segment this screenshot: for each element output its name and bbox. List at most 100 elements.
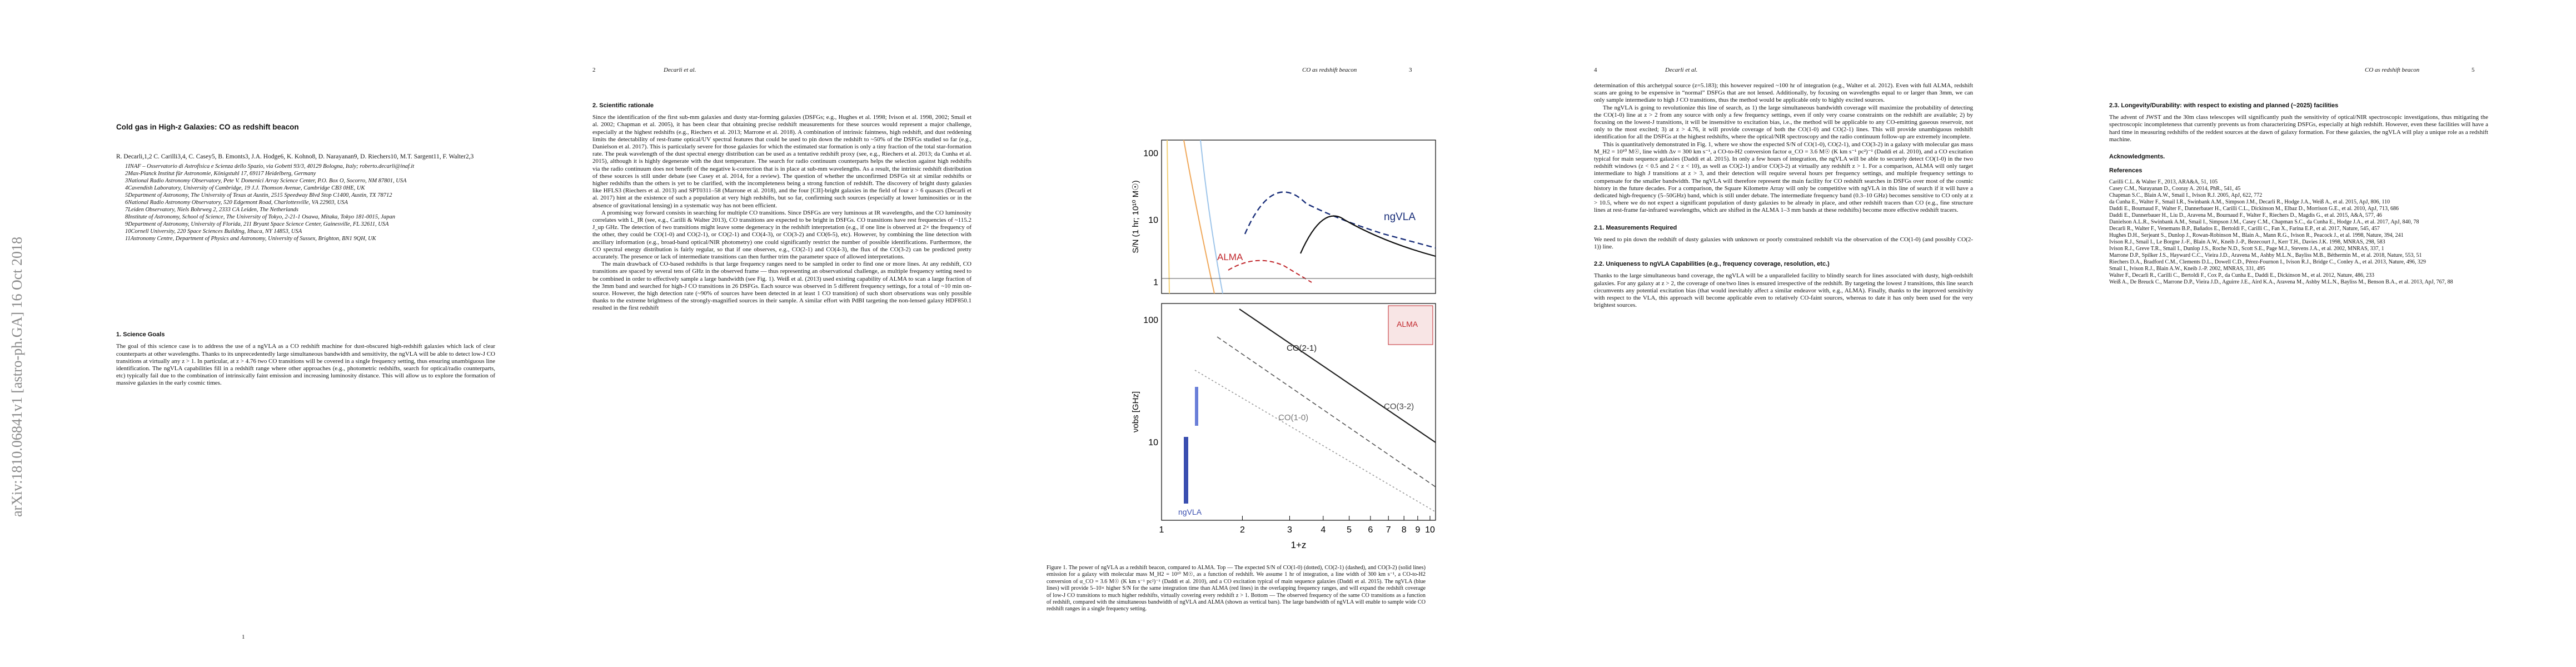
paragraph: This is quantitatively demonstrated in F…	[1594, 141, 1973, 214]
ngvla-band	[1195, 387, 1198, 426]
affiliation: 2Max-Planck Institut für Astronomie, Kön…	[125, 171, 316, 177]
paragraph: determination of this archetypal source …	[1594, 82, 1973, 104]
page-number: 4	[1594, 67, 1597, 73]
paragraph: The goal of this science case is to addr…	[116, 343, 495, 387]
plot-label: CO(1-0)	[1278, 413, 1308, 422]
paragraph: The ngVLA is going to revolutionize this…	[1594, 104, 1973, 141]
running-head: CO as redshift beacon	[2365, 67, 2420, 73]
paragraph: We need to pin down the redshift of dust…	[1594, 236, 1973, 251]
reference: Carilli C.L. & Walter F., 2013, ARA&A, 5…	[2109, 179, 2218, 186]
running-head: Decarli et al.	[664, 67, 696, 73]
affiliation: 5Department of Astronomy, The University…	[125, 192, 392, 199]
x-tick-label: 3	[1287, 525, 1292, 535]
reference: Danielson A.L.R., Swinbank A.M., Smail I…	[2109, 219, 2419, 226]
page-number: 5	[2472, 67, 2475, 73]
y-tick-label: 10	[1148, 216, 1158, 225]
y-tick-label: 100	[1143, 316, 1158, 325]
page-column: 2.3. Longevity/Durability: with respect …	[2109, 92, 2488, 286]
reference: Smail I., Ivison R.J., Blain A.W., Kneib…	[2109, 266, 2265, 272]
section-heading: 2.3. Longevity/Durability: with respect …	[2109, 102, 2339, 109]
reference: Weiß A., De Breuck C., Marrone D.P., Vie…	[2109, 279, 2453, 286]
y-tick-label: 100	[1143, 149, 1158, 158]
y-tick-label: 10	[1148, 438, 1158, 447]
curve	[1167, 140, 1170, 294]
authors: R. Decarli,1,2 C. Carilli3,4, C. Casey5,…	[116, 153, 474, 161]
section-heading: 1. Science Goals	[116, 331, 165, 339]
reference: Ivison R.J., Greve T.R., Smail I., Dunlo…	[2109, 246, 2384, 252]
reference: Hughes D.H., Serjeant S., Dunlop J., Row…	[2109, 232, 2404, 239]
panel-frame	[1161, 303, 1436, 521]
reference: Riechers D.A., Bradford C.M., Clements D…	[2109, 259, 2426, 266]
curve	[1183, 140, 1215, 294]
y-tick-label: 1	[1153, 278, 1158, 287]
alma-band	[1388, 305, 1433, 345]
plot-label: CO(2-1)	[1287, 344, 1317, 353]
section-heading: 2. Scientific rationale	[592, 102, 654, 109]
running-head: CO as redshift beacon	[1302, 67, 1357, 73]
affiliation: 9Department of Astronomy, University of …	[125, 221, 389, 228]
x-tick-label: 4	[1321, 525, 1326, 535]
plot-label: ALMA	[1397, 320, 1418, 328]
paragraph: A promising way forward consists in sear…	[592, 209, 971, 261]
figure-caption: Figure 1. The power of ngVLA as a redshi…	[1047, 565, 1426, 613]
reference: Ivison R.J., Smail I., Le Borgne J.-F., …	[2109, 239, 2385, 246]
x-tick-label: 6	[1368, 525, 1373, 535]
section-heading: 2.1. Measurements Required	[1594, 224, 1677, 231]
page-number: 1	[242, 634, 245, 640]
plot-label: CO(3-2)	[1384, 402, 1414, 411]
x-tick-label: 1	[1159, 525, 1164, 535]
affiliation: 3National Radio Astronomy Observatory, P…	[125, 178, 407, 185]
paragraph: The advent of JWST and the 30m class tel…	[2109, 114, 2488, 143]
y-axis-label: νobs [GHz]	[1131, 391, 1140, 432]
section-heading: 2.2. Uniqueness to ngVLA Capabilities (e…	[1594, 261, 1830, 268]
page-number: 3	[1409, 67, 1412, 73]
curve	[1244, 191, 1436, 249]
page-column: Cold gas in High-z Galaxies: CO as redsh…	[116, 123, 495, 387]
section-heading: Acknowledgments.	[2109, 153, 2165, 161]
reference: Chapman S.C., Blain A.W., Smail I., Ivis…	[2109, 192, 2263, 199]
x-tick-label: 8	[1402, 525, 1407, 535]
affiliation: 4Cavendish Laboratory, University of Cam…	[125, 185, 365, 192]
affiliation: 7Leiden Observatory, Niels Bohrweg 2, 23…	[125, 207, 298, 213]
x-tick-label: 9	[1415, 525, 1420, 535]
affiliation: 1INAF – Osservatorio di Astrofisica e Sc…	[125, 163, 415, 170]
plot-label: ALMA	[1217, 252, 1243, 262]
running-head: Decarli et al.	[1665, 67, 1698, 73]
page-number: 2	[592, 67, 596, 73]
curve	[1299, 215, 1436, 257]
x-tick-label: 2	[1240, 525, 1245, 535]
curve	[1194, 370, 1436, 512]
reference: Casey C.M., Narayanan D., Cooray A. 2014…	[2109, 186, 2241, 192]
plot-label: ngVLA	[1384, 211, 1416, 223]
reference: da Cunha E., Walter F., Smail I.R., Swin…	[2109, 199, 2390, 206]
x-tick-label: 5	[1347, 525, 1352, 535]
x-axis-label: 1+z	[1291, 540, 1307, 550]
page-column: 2. Scientific rationale Since the identif…	[592, 92, 971, 312]
page-column: determination of this archetypal source …	[1594, 82, 1973, 309]
page-column: 100 10 1 100 10 1 2 3 4 5 6 7 8 9 10 1+z S/N (1 hr; 10¹⁰…	[1047, 137, 1436, 613]
paragraph: Since the identification of the first su…	[592, 114, 971, 209]
curve	[1228, 260, 1312, 283]
reference: Walter F., Decarli R., Carilli C., Berto…	[2109, 272, 2374, 279]
figure: 100 10 1 100 10 1 2 3 4 5 6 7 8 9 10 1+z S/N (1 hr; 10¹⁰…	[1131, 140, 1436, 550]
reference: Daddi E., Dannerbauer H., Liu D., Araven…	[2109, 212, 2382, 219]
paper-title: Cold gas in High-z Galaxies: CO as redsh…	[116, 123, 299, 131]
affiliation: 10Cornell University, 220 Space Sciences…	[125, 228, 302, 235]
references-heading: References	[2109, 167, 2142, 175]
paragraph: The main drawback of CO-based redshifts …	[592, 261, 971, 312]
plot-label: ngVLA	[1178, 507, 1202, 516]
panel-frame	[1161, 140, 1436, 294]
affiliation: 11Astronomy Centre, Department of Physic…	[125, 236, 376, 242]
affiliation: 8Institute of Astronomy, School of Scien…	[125, 214, 395, 221]
x-tick-label: 7	[1386, 525, 1391, 535]
reference: Marrone D.P., Spilker J.S., Hayward C.C.…	[2109, 252, 2422, 259]
affiliation: 6National Radio Astronomy Observatory, 5…	[125, 200, 348, 206]
y-axis-label: S/N (1 hr; 10¹⁰ M☉)	[1131, 180, 1140, 253]
arxiv-stamp: arXiv:1810.06841v1 [astro-ph.GA] 16 Oct …	[9, 236, 25, 517]
reference: Decarli R., Walter F., Venemans B.P., Ba…	[2109, 226, 2380, 232]
curve	[1217, 336, 1436, 487]
paragraph: Thanks to the large simultaneous band co…	[1594, 272, 1973, 309]
curve	[1239, 308, 1436, 443]
